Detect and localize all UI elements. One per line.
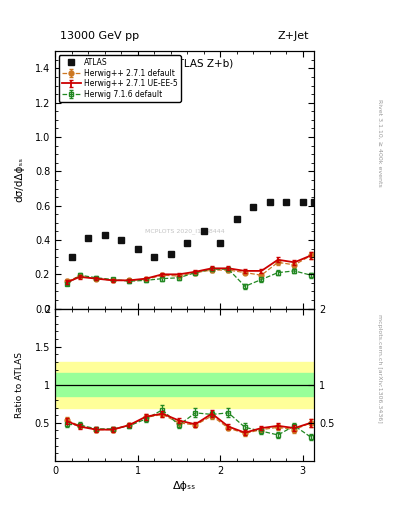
Bar bbox=[55, 373, 314, 396]
Text: MCPLOTS 2020_I1788444: MCPLOTS 2020_I1788444 bbox=[145, 228, 224, 234]
Text: Δϕ(jj) (ATLAS Z+b): Δϕ(jj) (ATLAS Z+b) bbox=[136, 59, 233, 69]
Y-axis label: Ratio to ATLAS: Ratio to ATLAS bbox=[15, 352, 24, 418]
ATLAS bbox=[152, 254, 156, 260]
ATLAS bbox=[300, 199, 305, 205]
Text: mcplots.cern.ch [arXiv:1306.3436]: mcplots.cern.ch [arXiv:1306.3436] bbox=[377, 314, 382, 423]
ATLAS bbox=[69, 254, 74, 260]
ATLAS bbox=[284, 199, 288, 205]
Y-axis label: dσ/dΔϕₛₛ: dσ/dΔϕₛₛ bbox=[14, 157, 24, 202]
ATLAS bbox=[119, 237, 123, 243]
ATLAS bbox=[312, 199, 317, 205]
ATLAS bbox=[102, 232, 107, 238]
ATLAS bbox=[201, 228, 206, 234]
ATLAS bbox=[234, 217, 239, 223]
X-axis label: Δϕₛₛ: Δϕₛₛ bbox=[173, 481, 196, 491]
ATLAS bbox=[218, 240, 222, 246]
Bar bbox=[55, 362, 314, 408]
ATLAS bbox=[168, 251, 173, 257]
ATLAS bbox=[86, 235, 90, 241]
ATLAS bbox=[251, 204, 255, 210]
ATLAS bbox=[267, 199, 272, 205]
ATLAS bbox=[185, 240, 189, 246]
Text: Z+Jet: Z+Jet bbox=[278, 31, 309, 41]
ATLAS bbox=[135, 246, 140, 252]
Legend: ATLAS, Herwig++ 2.7.1 default, Herwig++ 2.7.1 UE-EE-5, Herwig 7.1.6 default: ATLAS, Herwig++ 2.7.1 default, Herwig++ … bbox=[59, 55, 181, 102]
Text: Rivet 3.1.10, ≥ 400k events: Rivet 3.1.10, ≥ 400k events bbox=[377, 99, 382, 187]
Line: ATLAS: ATLAS bbox=[69, 200, 317, 260]
Text: 13000 GeV pp: 13000 GeV pp bbox=[60, 31, 140, 41]
